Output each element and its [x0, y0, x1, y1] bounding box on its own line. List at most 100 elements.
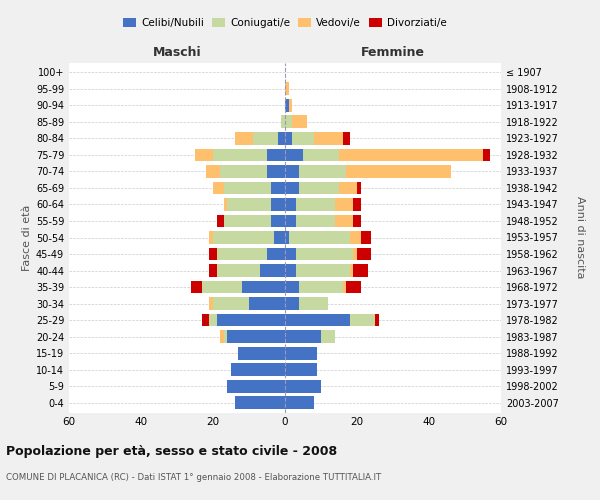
- Bar: [343, 132, 350, 145]
- Bar: [227, 380, 285, 392]
- Bar: [339, 182, 357, 194]
- Legend: Celibi/Nubili, Coniugati/e, Vedovi/e, Divorziati/e: Celibi/Nubili, Coniugati/e, Vedovi/e, Di…: [119, 14, 451, 32]
- Bar: [339, 148, 483, 162]
- Bar: [299, 280, 343, 293]
- Bar: [217, 248, 267, 260]
- Bar: [285, 248, 296, 260]
- Text: Femmine: Femmine: [361, 46, 425, 59]
- Bar: [195, 148, 213, 162]
- Bar: [209, 231, 213, 244]
- Text: Popolazione per età, sesso e stato civile - 2008: Popolazione per età, sesso e stato civil…: [6, 445, 337, 458]
- Bar: [285, 330, 321, 343]
- Bar: [285, 99, 289, 112]
- Bar: [353, 248, 357, 260]
- Bar: [375, 314, 379, 326]
- Bar: [274, 231, 285, 244]
- Bar: [213, 231, 274, 244]
- Bar: [292, 132, 314, 145]
- Bar: [299, 165, 346, 178]
- Bar: [296, 214, 335, 228]
- Bar: [271, 198, 285, 211]
- Bar: [217, 214, 224, 228]
- Bar: [285, 231, 289, 244]
- Bar: [296, 198, 335, 211]
- Bar: [206, 165, 220, 178]
- Bar: [271, 182, 285, 194]
- Bar: [209, 248, 217, 260]
- Bar: [346, 165, 451, 178]
- Bar: [289, 231, 350, 244]
- Bar: [260, 264, 285, 277]
- Bar: [202, 314, 209, 326]
- Bar: [285, 396, 314, 409]
- Bar: [217, 314, 285, 326]
- Bar: [285, 297, 299, 310]
- Bar: [217, 264, 260, 277]
- Bar: [267, 248, 285, 260]
- Y-axis label: Fasce di età: Fasce di età: [22, 204, 32, 270]
- Bar: [361, 231, 371, 244]
- Bar: [227, 198, 271, 211]
- Bar: [191, 280, 202, 293]
- Bar: [267, 165, 285, 178]
- Bar: [346, 280, 361, 293]
- Bar: [289, 99, 292, 112]
- Bar: [285, 148, 303, 162]
- Bar: [285, 182, 299, 194]
- Bar: [253, 132, 278, 145]
- Bar: [285, 82, 289, 96]
- Bar: [213, 182, 224, 194]
- Bar: [220, 165, 267, 178]
- Bar: [285, 264, 296, 277]
- Bar: [285, 116, 292, 128]
- Bar: [292, 116, 307, 128]
- Bar: [278, 132, 285, 145]
- Bar: [303, 148, 339, 162]
- Bar: [271, 214, 285, 228]
- Bar: [350, 314, 375, 326]
- Bar: [299, 297, 328, 310]
- Bar: [350, 231, 361, 244]
- Bar: [296, 248, 353, 260]
- Bar: [353, 264, 368, 277]
- Bar: [235, 396, 285, 409]
- Bar: [321, 330, 335, 343]
- Bar: [209, 314, 217, 326]
- Bar: [335, 214, 353, 228]
- Bar: [231, 363, 285, 376]
- Bar: [224, 330, 227, 343]
- Bar: [285, 314, 350, 326]
- Bar: [483, 148, 490, 162]
- Text: COMUNE DI PLACANICA (RC) - Dati ISTAT 1° gennaio 2008 - Elaborazione TUTTITALIA.: COMUNE DI PLACANICA (RC) - Dati ISTAT 1°…: [6, 472, 381, 482]
- Bar: [285, 198, 296, 211]
- Bar: [249, 297, 285, 310]
- Bar: [335, 198, 353, 211]
- Bar: [224, 214, 271, 228]
- Bar: [209, 264, 217, 277]
- Bar: [299, 182, 339, 194]
- Bar: [267, 148, 285, 162]
- Bar: [224, 182, 271, 194]
- Bar: [285, 132, 292, 145]
- Bar: [314, 132, 343, 145]
- Text: Maschi: Maschi: [152, 46, 202, 59]
- Y-axis label: Anni di nascita: Anni di nascita: [575, 196, 586, 278]
- Bar: [357, 248, 371, 260]
- Bar: [353, 214, 361, 228]
- Bar: [350, 264, 353, 277]
- Bar: [285, 346, 317, 360]
- Bar: [235, 132, 253, 145]
- Bar: [202, 280, 242, 293]
- Bar: [296, 264, 350, 277]
- Bar: [224, 198, 227, 211]
- Bar: [213, 148, 267, 162]
- Bar: [285, 165, 299, 178]
- Bar: [353, 198, 361, 211]
- Bar: [238, 346, 285, 360]
- Bar: [357, 182, 361, 194]
- Bar: [343, 280, 346, 293]
- Bar: [281, 116, 285, 128]
- Bar: [220, 330, 224, 343]
- Bar: [227, 330, 285, 343]
- Bar: [285, 280, 299, 293]
